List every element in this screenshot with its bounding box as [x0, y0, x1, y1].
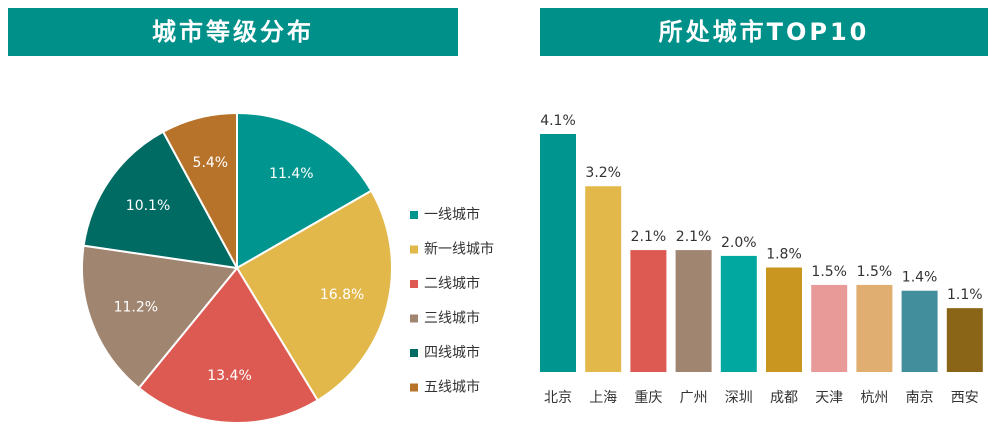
value-label: 1.1% [947, 287, 983, 303]
bar [675, 250, 712, 372]
x-tick-label: 西安 [951, 390, 979, 406]
legend-label: 五线城市 [424, 379, 480, 396]
x-tick-label: 杭州 [860, 390, 888, 406]
legend-label: 一线城市 [424, 206, 480, 223]
bar [856, 284, 893, 372]
legend-swatch [410, 211, 418, 219]
bar [630, 250, 667, 372]
value-label: 2.1% [631, 229, 667, 245]
slice-label: 16.8% [320, 287, 364, 303]
value-label: 1.8% [766, 247, 802, 263]
pie-slice [82, 130, 239, 270]
legend-swatch [410, 314, 418, 323]
chart-title: 所处城市TOP10 [659, 18, 870, 46]
x-tick-label: 天津 [815, 390, 843, 406]
legend-label: 三线城市 [424, 310, 480, 327]
bar [720, 255, 757, 372]
value-label: 1.5% [811, 264, 847, 280]
x-tick-label: 深圳 [725, 390, 753, 406]
legend-label: 新一线城市 [424, 241, 494, 258]
value-label: 1.4% [902, 270, 938, 286]
slice-label: 13.4% [207, 368, 251, 384]
pie-slice [161, 111, 238, 269]
legend-swatch [410, 245, 418, 254]
slice-label: 10.1% [126, 198, 170, 214]
value-label: 3.2% [585, 165, 621, 181]
legend-swatch [410, 280, 418, 288]
value-label: 4.1% [540, 113, 576, 129]
pie-slice [235, 189, 393, 402]
pie-slice [81, 244, 239, 390]
pie-slice [137, 266, 320, 424]
x-tick-label: 重庆 [634, 390, 662, 406]
pie-slice [236, 111, 373, 270]
legend-swatch [410, 383, 418, 392]
slice-label: 11.4% [269, 166, 313, 182]
x-tick-label: 上海 [589, 390, 617, 406]
bar [540, 134, 576, 372]
bar [946, 308, 983, 372]
header-bar [8, 8, 458, 56]
bar [901, 290, 938, 372]
legend-label: 四线城市 [424, 344, 480, 361]
header-bar [540, 8, 988, 56]
legend-label: 二线城市 [424, 275, 480, 292]
x-tick-label: 南京 [906, 390, 934, 406]
value-label: 2.1% [676, 229, 712, 245]
x-tick-label: 北京 [544, 390, 572, 406]
chart-title: 城市等级分布 [152, 18, 314, 46]
legend-swatch [410, 349, 418, 357]
slice-label: 11.2% [114, 299, 158, 315]
value-label: 2.0% [721, 235, 757, 251]
x-tick-label: 成都 [770, 390, 798, 406]
slice-label: 5.4% [193, 155, 229, 171]
bar [585, 186, 622, 372]
bar [811, 284, 848, 372]
value-label: 1.5% [857, 264, 893, 280]
bar [766, 267, 802, 372]
x-tick-label: 广州 [680, 390, 708, 406]
